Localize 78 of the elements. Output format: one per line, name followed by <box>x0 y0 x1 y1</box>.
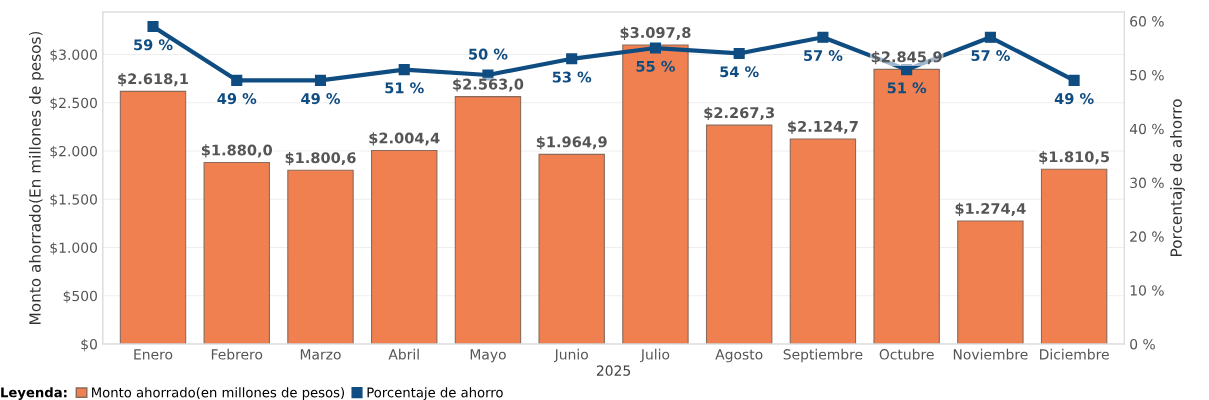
bar <box>287 169 354 344</box>
bar <box>622 44 689 344</box>
y2-axis-title: Porcentaje de ahorro <box>1170 99 1185 256</box>
y-tick-label: $2.500 <box>50 97 97 111</box>
bar <box>454 96 522 344</box>
data-label: $1.880,0 <box>201 144 273 158</box>
bar <box>1040 168 1108 344</box>
y-tick-label: $500 <box>63 290 97 304</box>
data-label: 49 % <box>301 93 341 105</box>
x-tick-label: Noviembre <box>953 348 1028 360</box>
point <box>901 64 913 76</box>
point <box>398 64 410 76</box>
x-tick-label: Diciembre <box>1040 348 1109 360</box>
bar <box>789 138 857 344</box>
x-tick-label: Octubre <box>879 348 934 360</box>
data-label: 51 % <box>887 82 927 94</box>
data-label: $2.563,0 <box>453 78 524 92</box>
data-label: $2.004,4 <box>369 132 440 146</box>
data-label: 49 % <box>217 93 257 105</box>
data-label: 59 % <box>134 39 173 51</box>
x-tick-label: Julio <box>640 348 670 363</box>
data-label: 51 % <box>385 82 424 94</box>
x-tick-label: Enero <box>134 349 173 360</box>
x-tick-label: Septiembre <box>783 348 863 363</box>
point <box>649 42 661 54</box>
y2-tick-label: 50 % <box>1130 69 1164 81</box>
x-tick-label: Mayo <box>470 349 506 363</box>
data-label: $3.097,8 <box>620 26 691 40</box>
y2-tick-label: 40 % <box>1129 123 1164 135</box>
bar <box>371 149 438 344</box>
x-tick-label: Junio <box>553 348 588 363</box>
x-tick-label: Marzo <box>300 349 341 360</box>
data-label: 57 % <box>804 50 843 62</box>
point <box>231 74 243 86</box>
data-label: 50 % <box>469 48 508 60</box>
y-tick-label: $3.000 <box>50 49 97 62</box>
data-label: $2.618,1 <box>118 73 188 87</box>
data-label: $1.810,5 <box>1039 150 1110 165</box>
point <box>817 31 829 43</box>
y-tick-label: $1.500 <box>50 193 97 207</box>
y-tick-label: $2.000 <box>50 145 97 159</box>
data-label: $1.800,6 <box>285 151 356 166</box>
bar <box>873 68 940 344</box>
bar <box>957 220 1024 344</box>
bar <box>538 153 605 344</box>
x-tick-label: Febrero <box>211 348 263 360</box>
y2-tick-label: 60 % <box>1130 16 1164 27</box>
point <box>1068 74 1080 86</box>
y2-tick-label: 30 % <box>1130 177 1164 189</box>
data-label: 54 % <box>720 66 759 78</box>
y2-tick-label: 0 % <box>1130 338 1155 350</box>
data-label: $1.274,4 <box>955 202 1026 216</box>
data-label: 55 % <box>636 60 675 72</box>
data-label: $2.267,3 <box>704 106 774 121</box>
bar <box>203 162 270 344</box>
point <box>566 53 578 65</box>
y-tick-label: $1.000 <box>50 242 97 255</box>
legend-label: Monto ahorrado(en millones de pesos) <box>92 387 345 400</box>
bar <box>705 124 773 344</box>
y2-tick-label: 20 % <box>1130 231 1164 242</box>
data-label: $1.964,9 <box>536 136 607 150</box>
y-tick-label: $0 <box>81 338 97 352</box>
y-axis-title: Monto ahorrado(En millones de pesos) <box>28 31 44 324</box>
y2-tick-label: 10 % <box>1130 285 1164 296</box>
legend-label: Porcentaje de ahorro <box>367 387 503 400</box>
point <box>147 20 159 33</box>
x-tick-label: Abril <box>388 348 419 360</box>
data-label: 57 % <box>971 50 1010 62</box>
data-label: 49 % <box>1054 93 1094 105</box>
data-label: $2.124,7 <box>788 120 858 134</box>
point <box>984 31 996 43</box>
point <box>314 74 327 86</box>
legend-title: Leyenda: <box>1 387 67 400</box>
point <box>733 47 745 59</box>
x-tick-label: Agosto <box>715 349 763 363</box>
data-label: 53 % <box>552 71 592 83</box>
bar <box>119 90 187 344</box>
x-axis-title: 2025 <box>596 365 631 376</box>
